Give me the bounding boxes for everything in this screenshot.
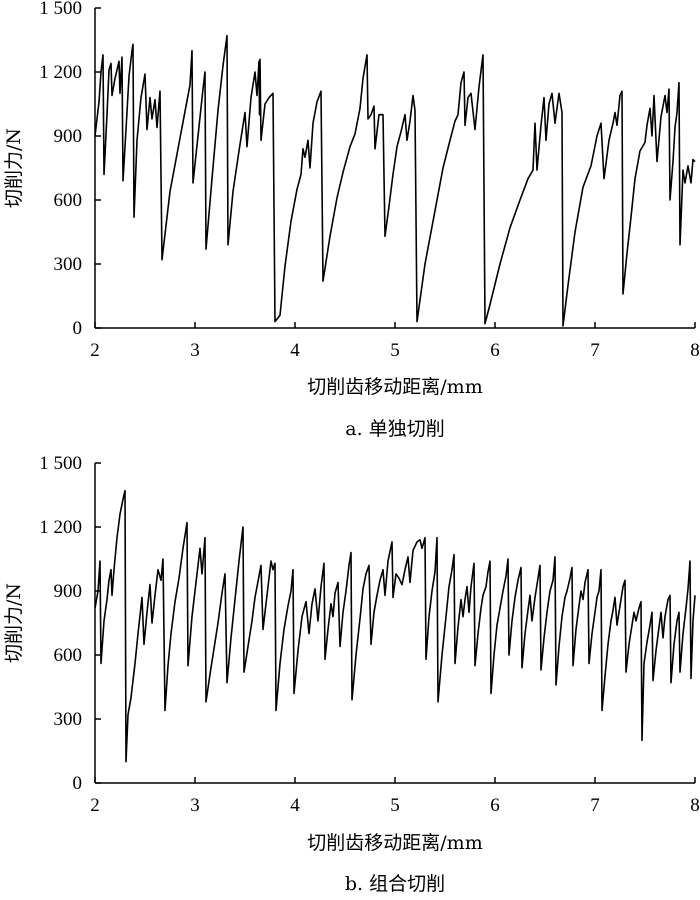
y-tick-labels: 0 300 600 900 1 200 1 500 — [39, 0, 82, 339]
x-tick-label: 3 — [190, 340, 200, 361]
y-tick-label: 900 — [54, 581, 83, 602]
x-tick-label: 5 — [390, 795, 400, 816]
y-tick-labels: 0 300 600 900 1 200 1 500 — [39, 453, 82, 794]
chart-a: 0 300 600 900 1 200 1 500 2 3 4 5 6 7 8 切削力/N 切削齿移动… — [3, 0, 700, 440]
x-tick-label: 8 — [690, 340, 700, 361]
x-tick-labels: 2 3 4 5 6 7 8 — [90, 340, 700, 361]
x-tick-label: 5 — [390, 340, 400, 361]
x-tick-label: 8 — [690, 795, 700, 816]
tick-marks — [94, 462, 696, 784]
x-tick-labels: 2 3 4 5 6 7 8 — [90, 795, 700, 816]
y-tick-label: 1 500 — [39, 0, 82, 19]
y-tick-label: 900 — [54, 126, 83, 147]
y-tick-label: 600 — [54, 645, 83, 666]
series-line — [94, 489, 696, 763]
x-tick-label: 7 — [590, 340, 600, 361]
chart-b: 0 300 600 900 1 200 1 500 2 3 4 5 6 7 8 切削力/N 切削齿移动… — [3, 453, 700, 895]
x-tick-label: 6 — [490, 340, 500, 361]
chart-caption: b. 组合切削 — [345, 873, 445, 895]
y-axis-label: 切削力/N — [3, 128, 25, 208]
y-tick-label: 1 500 — [39, 453, 82, 474]
series-line — [94, 34, 696, 327]
x-tick-label: 2 — [90, 795, 100, 816]
x-axis-label: 切削齿移动距离/mm — [307, 376, 482, 398]
y-axis-label: 切削力/N — [3, 583, 25, 663]
y-tick-label: 0 — [73, 773, 83, 794]
y-tick-label: 1 200 — [39, 62, 82, 83]
tick-marks — [94, 7, 696, 329]
chart-caption: a. 单独切削 — [345, 418, 444, 440]
x-tick-label: 4 — [290, 795, 300, 816]
x-tick-label: 7 — [590, 795, 600, 816]
x-tick-label: 6 — [490, 795, 500, 816]
y-tick-label: 0 — [73, 318, 83, 339]
x-tick-label: 4 — [290, 340, 300, 361]
y-tick-label: 1 200 — [39, 517, 82, 538]
x-axis-label: 切削齿移动距离/mm — [307, 832, 482, 854]
y-tick-label: 300 — [54, 709, 83, 730]
y-tick-label: 300 — [54, 254, 83, 275]
x-tick-label: 2 — [90, 340, 100, 361]
y-tick-label: 600 — [54, 190, 83, 211]
x-tick-label: 3 — [190, 795, 200, 816]
